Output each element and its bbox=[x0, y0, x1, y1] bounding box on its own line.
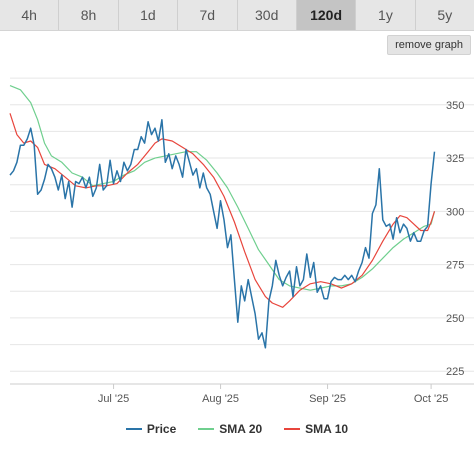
x-tick-label-1: Aug '25 bbox=[202, 393, 239, 405]
tab-7d[interactable]: 7d bbox=[178, 0, 238, 30]
x-tick-label-2: Sep '25 bbox=[309, 393, 346, 405]
series-line-price bbox=[9, 118, 436, 349]
tab-1y[interactable]: 1y bbox=[356, 0, 416, 30]
tab-5y[interactable]: 5y bbox=[415, 0, 474, 30]
legend-item-price[interactable]: Price bbox=[125, 422, 177, 436]
legend-item-sma20[interactable]: SMA 20 bbox=[198, 422, 262, 436]
tab-30d[interactable]: 30d bbox=[237, 0, 297, 30]
tab-8h[interactable]: 8h bbox=[59, 0, 119, 30]
remove-graph-button[interactable]: remove graph bbox=[387, 35, 471, 55]
legend-label-sma10: SMA 10 bbox=[305, 422, 349, 436]
legend-swatch-sma10 bbox=[284, 428, 301, 430]
tab-4h[interactable]: 4h bbox=[0, 0, 60, 30]
chart-legend: Price SMA 20 SMA 10 bbox=[0, 419, 474, 439]
y-tick-label-350: 350 bbox=[446, 100, 464, 112]
legend-swatch-price bbox=[125, 428, 142, 430]
tab-1d[interactable]: 1d bbox=[118, 0, 179, 30]
y-tick-label-275: 275 bbox=[446, 260, 464, 272]
series-line-sma10 bbox=[9, 113, 436, 308]
timeframe-tabs: 4h 8h 1d 7d 30d 120d 1y 5y bbox=[0, 0, 474, 31]
series-line-sma20 bbox=[9, 85, 436, 291]
y-tick-label-300: 300 bbox=[446, 206, 464, 218]
legend-swatch-sma20 bbox=[198, 428, 215, 430]
legend-label-sma20: SMA 20 bbox=[219, 422, 263, 436]
y-tick-label-225: 225 bbox=[446, 366, 464, 378]
legend-label-price: Price bbox=[146, 422, 177, 436]
x-tick-label-3: Oct '25 bbox=[414, 393, 449, 405]
y-tick-label-325: 325 bbox=[446, 153, 464, 165]
x-tick-label-0: Jul '25 bbox=[98, 393, 129, 405]
tab-120d[interactable]: 120d bbox=[296, 0, 357, 30]
y-tick-label-250: 250 bbox=[446, 313, 464, 325]
legend-item-sma10[interactable]: SMA 10 bbox=[284, 422, 348, 436]
